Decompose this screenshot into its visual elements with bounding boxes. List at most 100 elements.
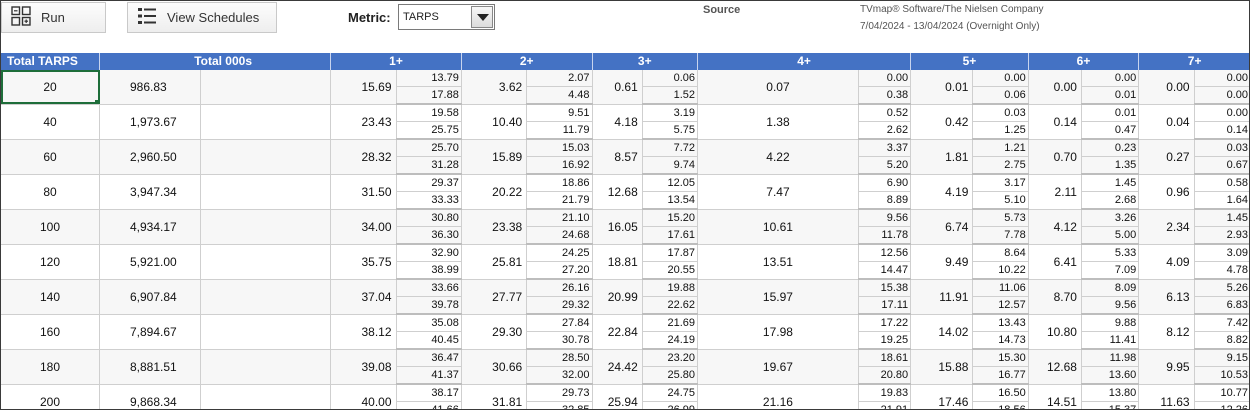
reach-value-cell[interactable]: 13.51	[697, 244, 859, 280]
reach-value-cell[interactable]: 0.96	[1138, 174, 1195, 210]
reach-upper-cell[interactable]: 9.74	[642, 156, 699, 175]
reach-value-cell[interactable]: 14.51	[1028, 384, 1082, 409]
total-000s-cell[interactable]: 7,894.67	[99, 314, 201, 350]
reach-lower-cell[interactable]: 3.26	[1081, 209, 1140, 227]
reach-upper-cell[interactable]: 41.37	[396, 366, 462, 385]
reach-value-cell[interactable]: 0.00	[1138, 70, 1195, 105]
reach-value-cell[interactable]: 34.00	[330, 209, 397, 245]
reach-upper-cell[interactable]: 20.55	[642, 261, 699, 280]
reach-value-cell[interactable]: 23.38	[461, 209, 528, 245]
reach-value-cell[interactable]: 40.00	[330, 384, 397, 409]
chevron-down-icon[interactable]	[471, 6, 493, 28]
reach-lower-cell[interactable]: 33.66	[396, 279, 462, 297]
total-000s-cell[interactable]: 5,921.00	[99, 244, 201, 280]
reach-upper-cell[interactable]: 1.52	[642, 86, 699, 105]
reach-lower-cell[interactable]: 24.25	[526, 244, 593, 262]
reach-upper-cell[interactable]: 30.78	[526, 331, 593, 350]
reach-upper-cell[interactable]: 0.06	[972, 86, 1029, 105]
reach-lower-cell[interactable]: 25.70	[396, 139, 462, 157]
reach-value-cell[interactable]: 15.69	[330, 70, 397, 105]
reach-upper-cell[interactable]: 27.20	[526, 261, 593, 280]
reach-value-cell[interactable]: 0.01	[910, 70, 974, 105]
tarps-cell[interactable]: 200	[1, 384, 100, 409]
reach-upper-cell[interactable]: 1.35	[1081, 156, 1140, 175]
reach-value-cell[interactable]: 10.80	[1028, 314, 1082, 350]
reach-value-cell[interactable]: 19.67	[697, 349, 859, 385]
tarps-cell[interactable]: 80	[1, 174, 100, 210]
reach-value-cell[interactable]: 18.81	[592, 244, 643, 280]
reach-value-cell[interactable]: 20.22	[461, 174, 528, 210]
reach-value-cell[interactable]: 6.74	[910, 209, 974, 245]
reach-upper-cell[interactable]: 18.56	[972, 401, 1029, 409]
reach-upper-cell[interactable]: 11.78	[858, 226, 912, 245]
spacer-cell[interactable]	[200, 349, 332, 385]
reach-lower-cell[interactable]: 36.47	[396, 349, 462, 367]
reach-upper-cell[interactable]: 2.93	[1194, 226, 1249, 245]
reach-lower-cell[interactable]: 18.61	[858, 349, 912, 367]
reach-lower-cell[interactable]: 16.50	[972, 384, 1029, 402]
reach-lower-cell[interactable]: 7.42	[1194, 314, 1249, 332]
reach-value-cell[interactable]: 20.99	[592, 279, 643, 315]
reach-lower-cell[interactable]: 5.26	[1194, 279, 1249, 297]
reach-value-cell[interactable]: 2.11	[1028, 174, 1082, 210]
spacer-cell[interactable]	[200, 384, 332, 409]
total-000s-cell[interactable]: 4,934.17	[99, 209, 201, 245]
reach-value-cell[interactable]: 37.04	[330, 279, 397, 315]
reach-value-cell[interactable]: 0.61	[592, 70, 643, 105]
reach-value-cell[interactable]: 6.41	[1028, 244, 1082, 280]
reach-lower-cell[interactable]: 1.45	[1081, 174, 1140, 192]
reach-upper-cell[interactable]: 14.47	[858, 261, 912, 280]
reach-upper-cell[interactable]: 2.75	[972, 156, 1029, 175]
reach-value-cell[interactable]: 8.70	[1028, 279, 1082, 315]
tarps-cell[interactable]: 180	[1, 349, 100, 385]
total-000s-cell[interactable]: 2,960.50	[99, 139, 201, 175]
reach-upper-cell[interactable]: 12.57	[972, 296, 1029, 315]
reach-lower-cell[interactable]: 29.73	[526, 384, 593, 402]
reach-value-cell[interactable]: 9.49	[910, 244, 974, 280]
reach-lower-cell[interactable]: 11.06	[972, 279, 1029, 297]
reach-value-cell[interactable]: 4.12	[1028, 209, 1082, 245]
reach-lower-cell[interactable]: 3.37	[858, 139, 912, 157]
total-000s-cell[interactable]: 6,907.84	[99, 279, 201, 315]
reach-upper-cell[interactable]: 21.79	[526, 191, 593, 210]
reach-upper-cell[interactable]: 32.85	[526, 401, 593, 409]
metric-select[interactable]: TARPS	[398, 4, 495, 30]
reach-value-cell[interactable]: 12.68	[1028, 349, 1082, 385]
reach-upper-cell[interactable]: 29.32	[526, 296, 593, 315]
reach-lower-cell[interactable]: 38.17	[396, 384, 462, 402]
reach-upper-cell[interactable]: 0.47	[1081, 121, 1140, 140]
reach-value-cell[interactable]: 28.32	[330, 139, 397, 175]
reach-value-cell[interactable]: 15.97	[697, 279, 859, 315]
reach-lower-cell[interactable]: 5.33	[1081, 244, 1140, 262]
header-reach-2plus[interactable]: 2+	[461, 53, 593, 70]
reach-lower-cell[interactable]: 0.01	[1081, 104, 1140, 122]
reach-value-cell[interactable]: 0.14	[1028, 104, 1082, 140]
reach-lower-cell[interactable]: 26.16	[526, 279, 593, 297]
view-schedules-button[interactable]: View Schedules	[127, 2, 277, 33]
reach-upper-cell[interactable]: 13.60	[1081, 366, 1140, 385]
reach-lower-cell[interactable]: 0.00	[1194, 70, 1249, 87]
header-reach-7plus[interactable]: 7+	[1138, 53, 1249, 70]
reach-upper-cell[interactable]: 25.75	[396, 121, 462, 140]
reach-upper-cell[interactable]: 6.83	[1194, 296, 1249, 315]
reach-lower-cell[interactable]: 13.79	[396, 70, 462, 87]
reach-upper-cell[interactable]: 33.33	[396, 191, 462, 210]
reach-upper-cell[interactable]: 11.79	[526, 121, 593, 140]
reach-upper-cell[interactable]: 1.64	[1194, 191, 1249, 210]
spacer-cell[interactable]	[200, 174, 332, 210]
reach-value-cell[interactable]: 25.81	[461, 244, 528, 280]
total-000s-cell[interactable]: 9,868.34	[99, 384, 201, 409]
reach-lower-cell[interactable]: 24.75	[642, 384, 699, 402]
reach-lower-cell[interactable]: 13.80	[1081, 384, 1140, 402]
total-000s-cell[interactable]: 1,973.67	[99, 104, 201, 140]
reach-upper-cell[interactable]: 16.92	[526, 156, 593, 175]
reach-upper-cell[interactable]: 17.11	[858, 296, 912, 315]
reach-lower-cell[interactable]: 15.20	[642, 209, 699, 227]
reach-lower-cell[interactable]: 13.43	[972, 314, 1029, 332]
reach-value-cell[interactable]: 6.13	[1138, 279, 1195, 315]
reach-value-cell[interactable]: 0.07	[697, 70, 859, 105]
reach-value-cell[interactable]: 10.61	[697, 209, 859, 245]
reach-value-cell[interactable]: 15.89	[461, 139, 528, 175]
reach-lower-cell[interactable]: 1.45	[1194, 209, 1249, 227]
total-000s-cell[interactable]: 986.83	[99, 70, 201, 105]
